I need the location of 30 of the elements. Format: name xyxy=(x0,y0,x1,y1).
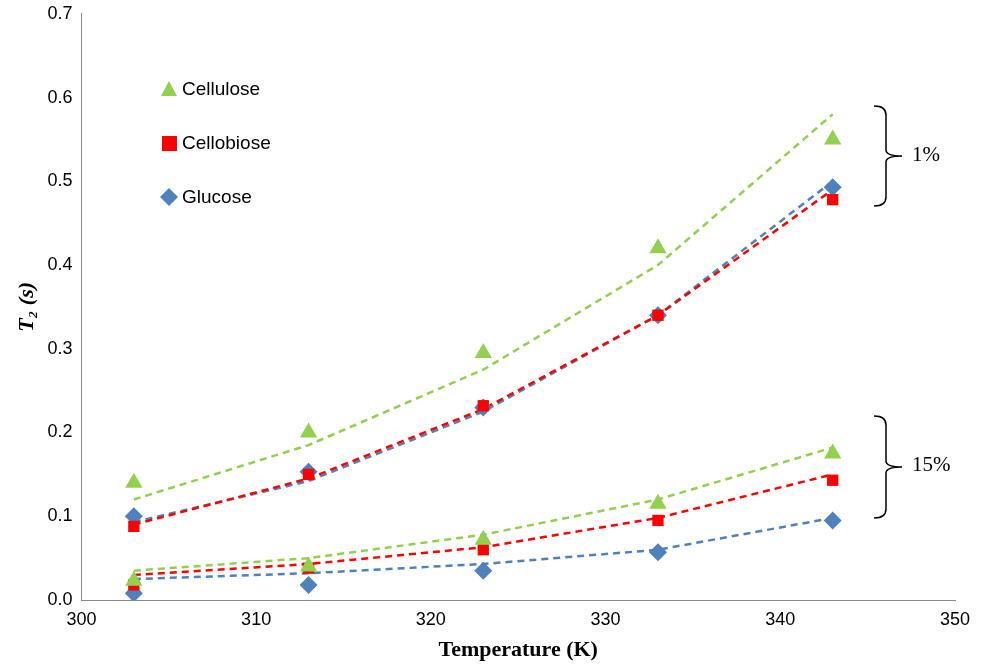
x-tick-label: 330 xyxy=(590,608,621,629)
x-tick-label: 350 xyxy=(939,608,971,629)
point xyxy=(474,561,493,580)
point xyxy=(648,543,667,562)
point xyxy=(827,474,839,486)
line-series xyxy=(132,113,834,501)
annotation: 1% xyxy=(912,142,940,167)
x-tick-label: 300 xyxy=(66,608,97,629)
point xyxy=(827,194,839,206)
y-tick-label: 0.1 xyxy=(47,505,73,526)
y-tick-label: 0.7 xyxy=(47,2,73,23)
y-tick-label: 0.2 xyxy=(47,421,73,442)
legend-label: Glucose xyxy=(182,186,252,208)
point xyxy=(823,511,842,530)
y-tick-label: 0.3 xyxy=(47,337,73,358)
y-tick-label: 0.5 xyxy=(47,170,73,191)
y-axis-title: T₂ (s) xyxy=(12,281,38,332)
x-tick-label: 340 xyxy=(765,608,796,629)
legend-label: Cellulose xyxy=(182,78,261,100)
point xyxy=(299,575,318,594)
y-tick-label: 0.0 xyxy=(47,588,73,609)
point xyxy=(652,514,664,527)
annotation: 15% xyxy=(912,452,951,477)
x-tick-label: 320 xyxy=(415,608,446,629)
y-tick-label: 0.6 xyxy=(47,86,73,107)
y-tick-label: 0.4 xyxy=(47,254,73,274)
x-axis-title: Temperature (K) xyxy=(438,636,598,662)
point xyxy=(128,520,140,532)
x-tick-label: 310 xyxy=(241,608,272,629)
legend-label: Cellobiose xyxy=(182,132,271,154)
